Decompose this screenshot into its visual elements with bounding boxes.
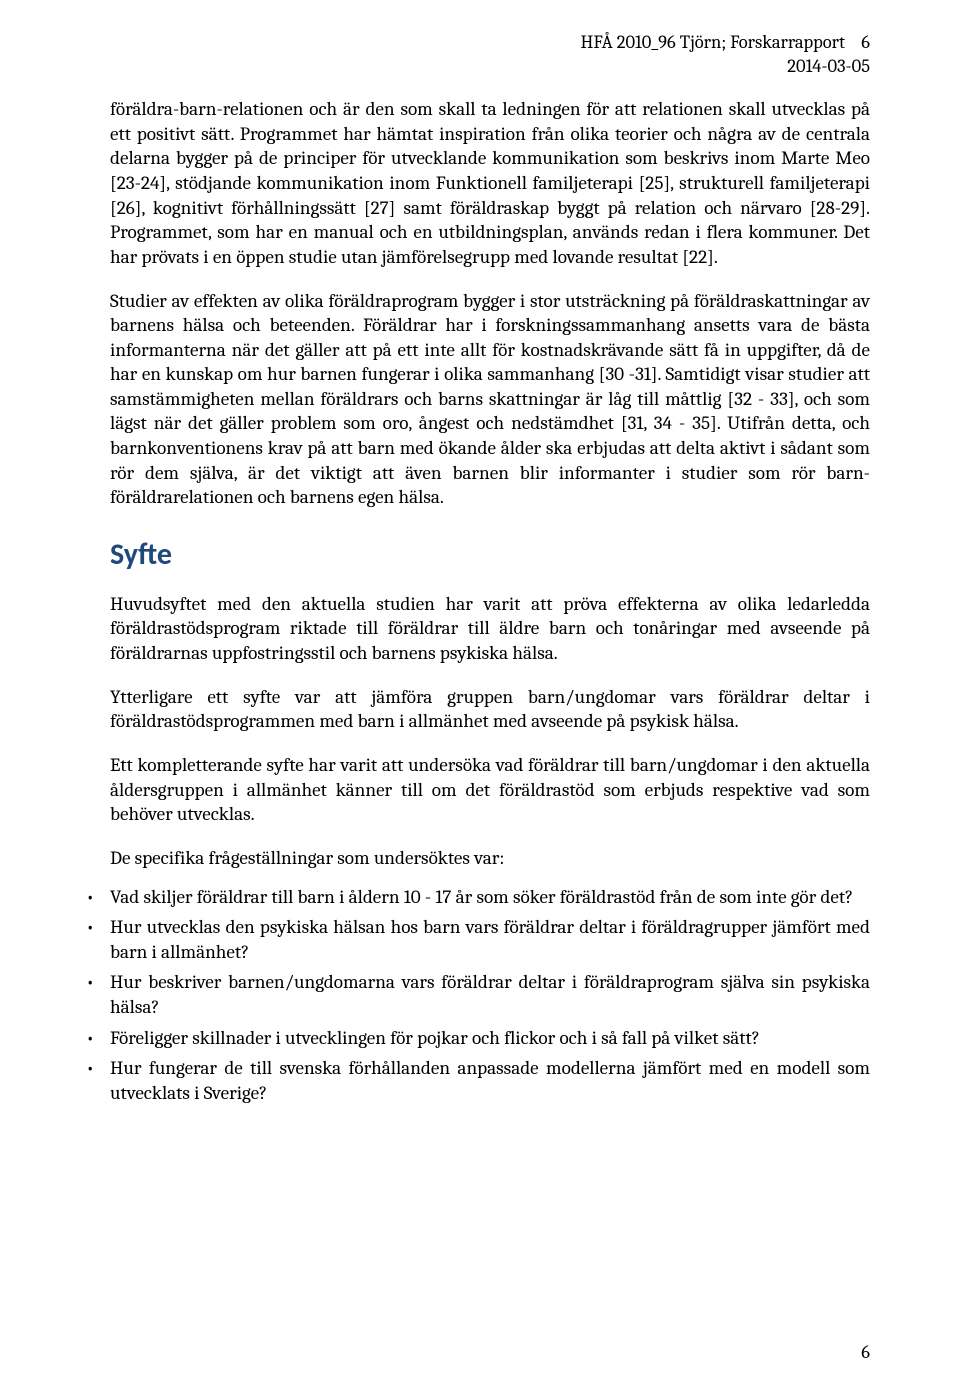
section-heading-syfte: Syfte bbox=[110, 536, 870, 573]
list-item: Hur beskriver barnen/ungdomarna vars för… bbox=[80, 970, 870, 1019]
paragraph-5: Ett kompletterande syfte har varit att u… bbox=[110, 753, 870, 827]
header-title: HFÅ 2010_96 Tjörn; Forskarrapport bbox=[581, 31, 845, 53]
header-page-top: 6 bbox=[861, 31, 870, 53]
question-list: Vad skiljer föräldrar till barn i åldern… bbox=[80, 885, 870, 1106]
list-item: Hur fungerar de till svenska förhållande… bbox=[80, 1056, 870, 1105]
paragraph-2: Studier av effekten av olika föräldrapro… bbox=[110, 289, 870, 510]
footer-page-number: 6 bbox=[861, 1341, 870, 1363]
header-date: 2014-03-05 bbox=[110, 54, 870, 78]
paragraph-1: föräldra-barn-relationen och är den som … bbox=[110, 97, 870, 269]
header-title-line: HFÅ 2010_96 Tjörn; Forskarrapport 6 bbox=[110, 30, 870, 54]
page: HFÅ 2010_96 Tjörn; Forskarrapport 6 2014… bbox=[0, 0, 960, 1385]
list-item: Föreligger skillnader i utvecklingen för… bbox=[80, 1026, 870, 1051]
paragraph-4: Ytterligare ett syfte var att jämföra gr… bbox=[110, 685, 870, 734]
paragraph-3: Huvudsyftet med den aktuella studien har… bbox=[110, 592, 870, 666]
page-header: HFÅ 2010_96 Tjörn; Forskarrapport 6 2014… bbox=[110, 30, 870, 78]
list-item: Vad skiljer föräldrar till barn i åldern… bbox=[80, 885, 870, 910]
paragraph-6: De specifika frågeställningar som unders… bbox=[110, 846, 870, 871]
list-item: Hur utvecklas den psykiska hälsan hos ba… bbox=[80, 915, 870, 964]
